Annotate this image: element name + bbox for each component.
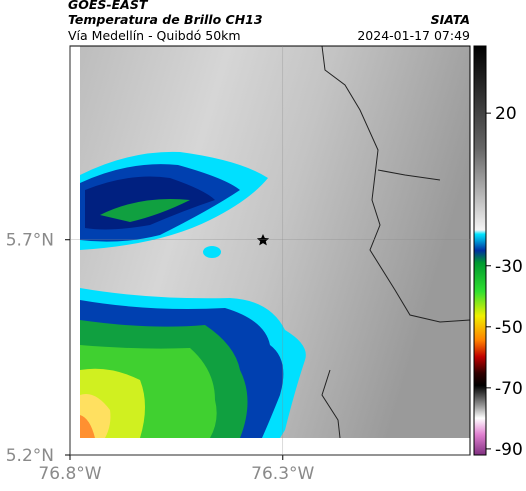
x-tick-label: 76.8°W xyxy=(38,464,101,484)
y-tick-label: 5.2°N xyxy=(6,446,54,466)
imagery xyxy=(80,45,471,439)
x-tick-label: 76.3°W xyxy=(251,464,314,484)
y-tick-label: 5.7°N xyxy=(6,231,54,251)
colorbar-tick-label: -70 xyxy=(495,379,523,399)
colorbar-tick-label: 20 xyxy=(495,104,517,124)
agency: SIATA xyxy=(431,12,470,27)
location: Vía Medellín - Quibdó 50km xyxy=(68,28,241,43)
colorbar-tick-label: -30 xyxy=(495,257,523,277)
product: Temperatura de Brillo CH13 xyxy=(68,12,263,27)
colorbar-tick-label: -90 xyxy=(495,440,523,460)
source: GOES-EAST xyxy=(68,0,149,12)
colorbar-tick-label: -50 xyxy=(495,318,523,338)
datetime: 2024-01-17 07:49 xyxy=(357,28,470,43)
colorbar xyxy=(473,45,487,456)
